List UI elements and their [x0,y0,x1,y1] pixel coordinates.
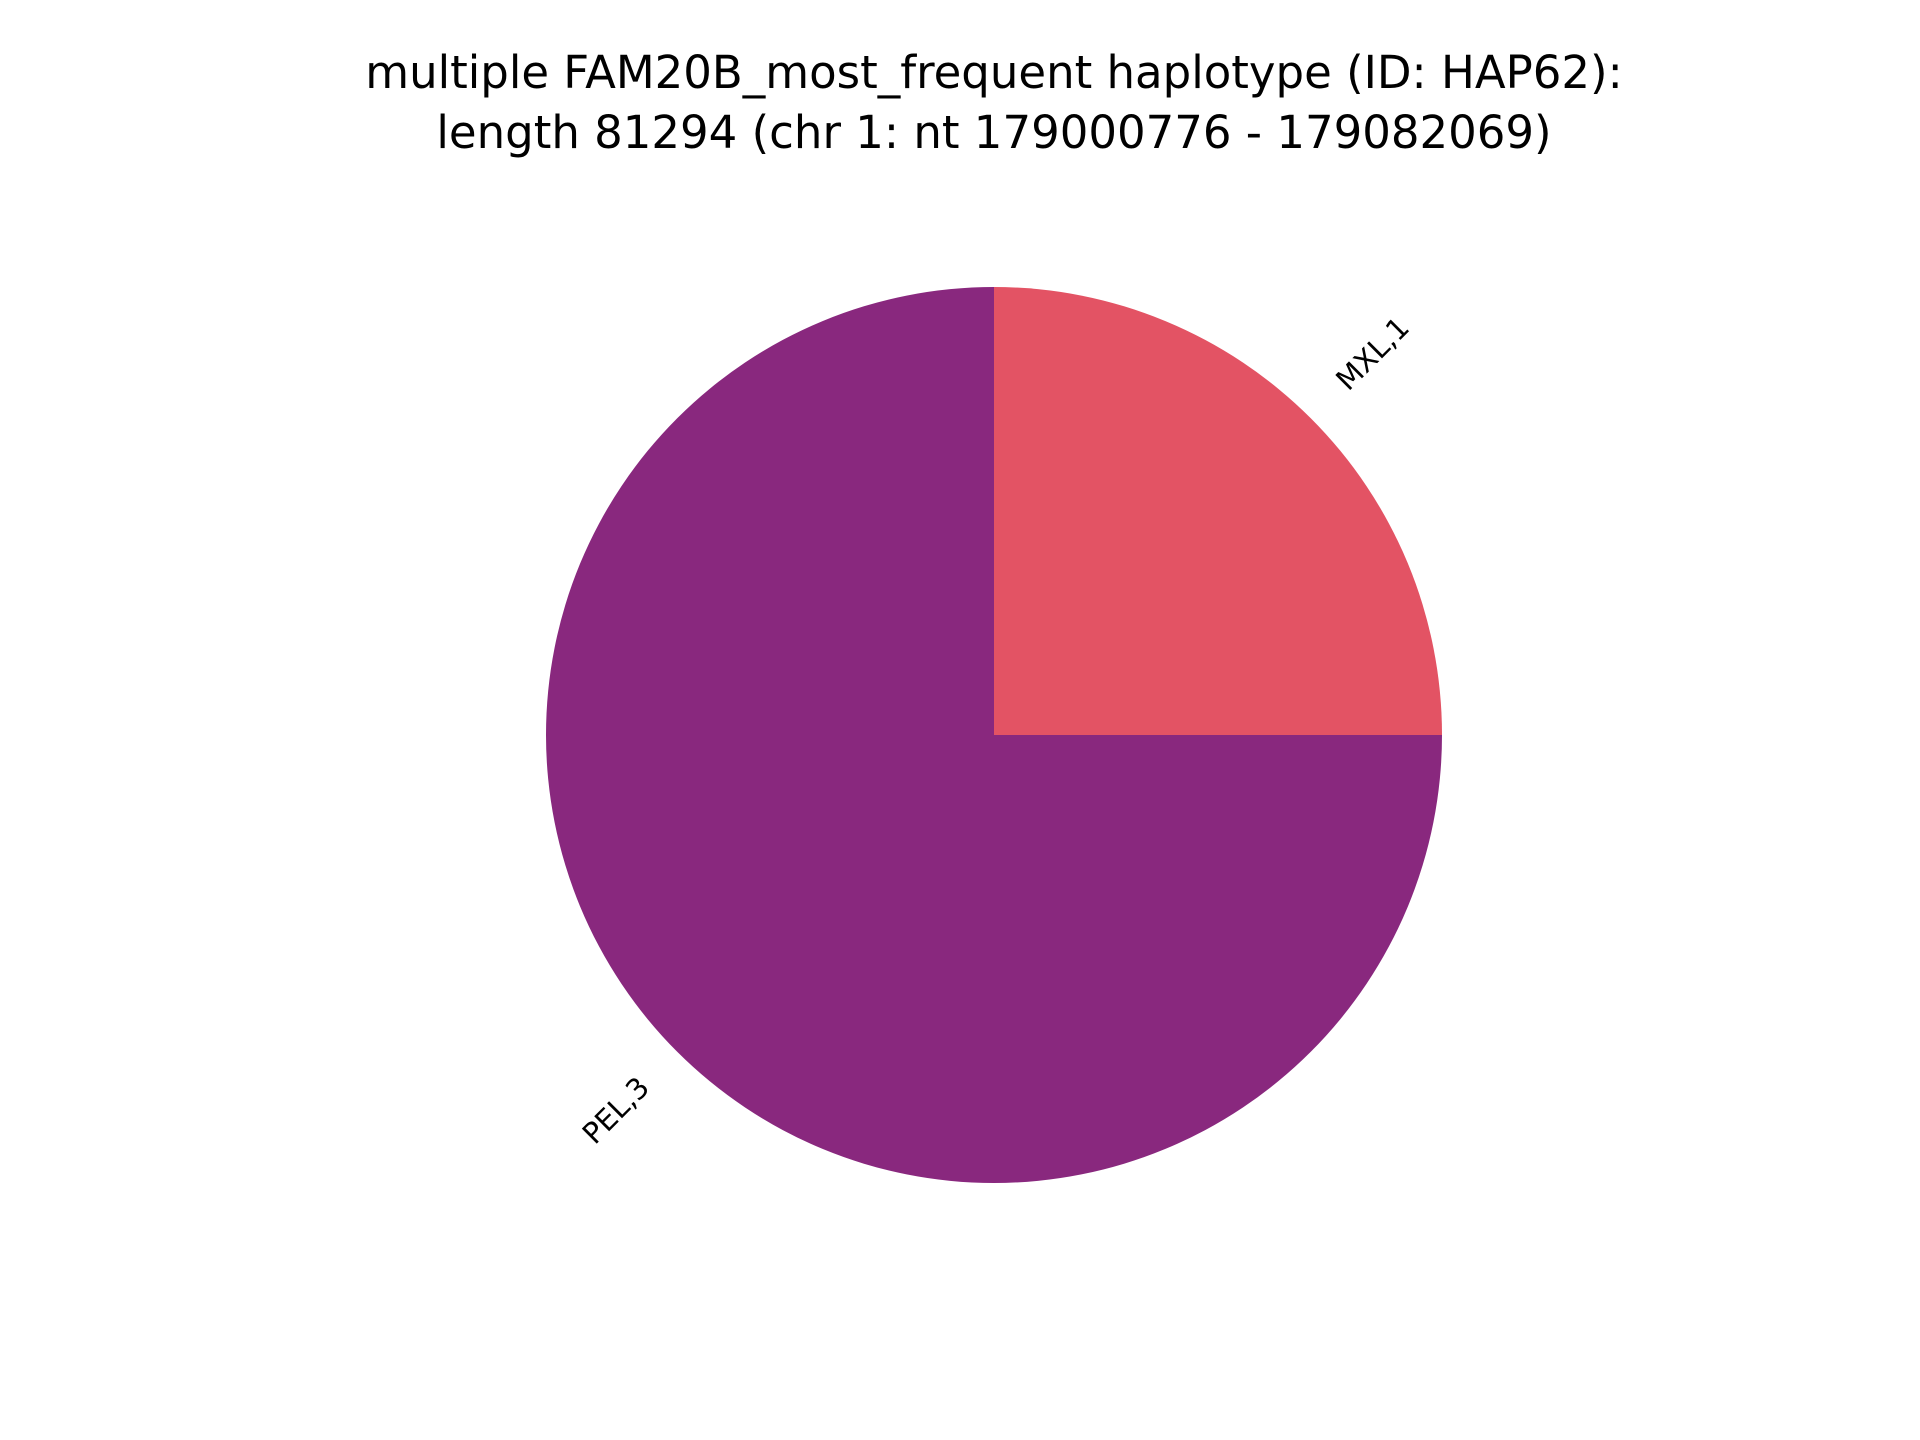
slice-label-mxl-1: MXL,1 [1329,310,1416,397]
chart-title-line-2: length 81294 (chr 1: nt 179000776 - 1790… [436,106,1551,159]
pie-slice-mxl-1 [994,287,1442,735]
chart-title-line-1: multiple FAM20B_most_frequent haplotype … [365,46,1623,99]
slice-label-pel-3: PEL,3 [576,1070,656,1150]
pie-slice-pel-3 [546,287,1442,1183]
chart-title: multiple FAM20B_most_frequent haplotype … [365,46,1623,159]
pie-slices [546,287,1442,1183]
